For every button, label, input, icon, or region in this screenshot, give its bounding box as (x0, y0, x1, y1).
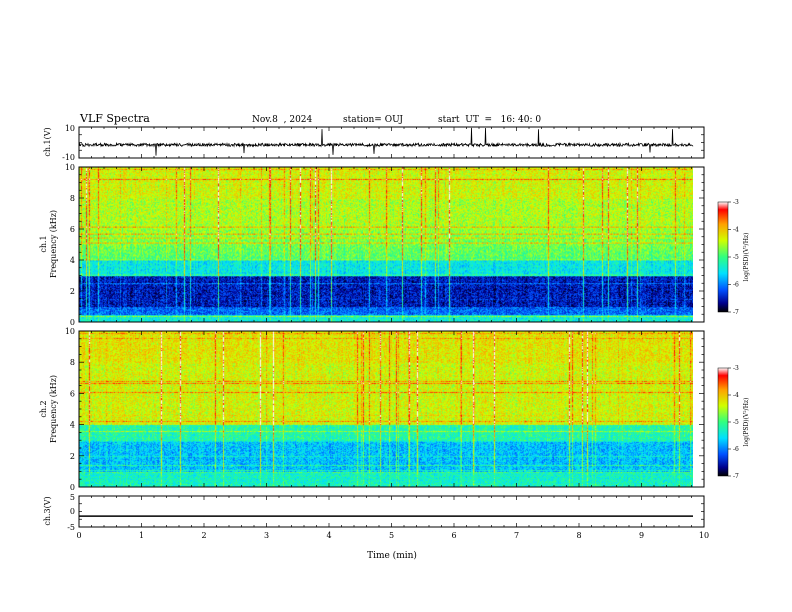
x-tick-label: 0 (76, 531, 81, 540)
ch2-colorbar-label: log(PSD)(V²/Hz) (743, 398, 750, 447)
ch3-waveform-frame (78, 495, 705, 528)
colorbar-tick-label: -3 (733, 365, 739, 372)
x-tick-label: 1 (139, 531, 144, 540)
start-time-label: start UT = 16: 40: 0 (438, 115, 542, 125)
y-tick-label: 0 (70, 318, 75, 327)
colorbar-tick-label: -4 (733, 392, 739, 399)
y-tick-label: 10 (65, 327, 75, 336)
x-tick-label: 7 (514, 531, 519, 540)
y-tick-label: 4 (70, 256, 75, 265)
colorbar-tick-label: -4 (733, 227, 739, 234)
y-tick-label: 10 (65, 163, 75, 172)
x-axis-label: Time (min) (367, 550, 417, 561)
ch1-ytick-bottom: -10 (62, 153, 75, 162)
y-tick-label: 8 (70, 194, 75, 203)
x-tick-label: 2 (201, 531, 206, 540)
colorbar-tick-label: -7 (733, 309, 739, 316)
station-label: station= OUJ (343, 115, 404, 125)
ch1-colorbar (717, 201, 729, 313)
ch2-spectrogram-image (79, 331, 693, 487)
x-tick-label: 4 (326, 531, 331, 540)
colorbar-ticks: -3 -4 -5 -6 -7 -3 -4 -5 -6 -7 (728, 199, 739, 480)
x-tick-label: 8 (576, 531, 581, 540)
colorbar-tick-label: -7 (733, 473, 739, 480)
x-tick-label: 3 (264, 531, 269, 540)
y-tick-label: 2 (70, 287, 75, 296)
spec2-ylabel-line2: Frequency (kHz) (49, 375, 58, 443)
colorbar-tick-label: -5 (733, 419, 739, 426)
colorbar-tick-label: -5 (733, 254, 739, 261)
ch1-waveform-frame (78, 126, 705, 159)
ch1-spectrogram-image (79, 167, 693, 322)
ch1-waveform-line (78, 127, 694, 156)
colorbar-tick-label: -3 (733, 199, 739, 206)
x-tick-label: 5 (389, 531, 394, 540)
ch3-ytick-bottom: -5 (67, 523, 75, 532)
spec1-ylabel-line2: Frequency (kHz) (49, 210, 58, 278)
y-tick-label: 6 (70, 389, 75, 398)
ch1-ylabel: ch.1(V) (43, 127, 52, 156)
ch3-ytick-top: 5 (70, 493, 75, 502)
date-label: Nov.8 , 2024 (252, 115, 313, 125)
y-tick-label: 8 (70, 358, 75, 367)
colorbar-tick-label: -6 (733, 282, 739, 289)
y-tick-label: 6 (70, 225, 75, 234)
colorbar-tick-label: -6 (733, 446, 739, 453)
x-tick-label: 10 (699, 531, 709, 540)
ch2-colorbar (717, 367, 729, 477)
chart-title: VLF Spectra (80, 112, 150, 125)
x-tick-label: 9 (639, 531, 644, 540)
ch1-ytick-top: 10 (65, 124, 75, 133)
y-tick-label: 2 (70, 452, 75, 461)
y-tick-label: 4 (70, 421, 75, 430)
ch3-ytick-mid: 0 (70, 507, 75, 516)
y-tick-label: 0 (70, 483, 75, 492)
ch1-colorbar-label: log(PSD)(V²/Hz) (743, 233, 750, 282)
x-tick-label: 6 (451, 531, 456, 540)
spec2-ylabel-line1: ch.2 (39, 400, 48, 417)
spec1-ylabel-line1: ch.1 (39, 235, 48, 252)
ch3-ylabel: ch.3(V) (43, 496, 52, 525)
